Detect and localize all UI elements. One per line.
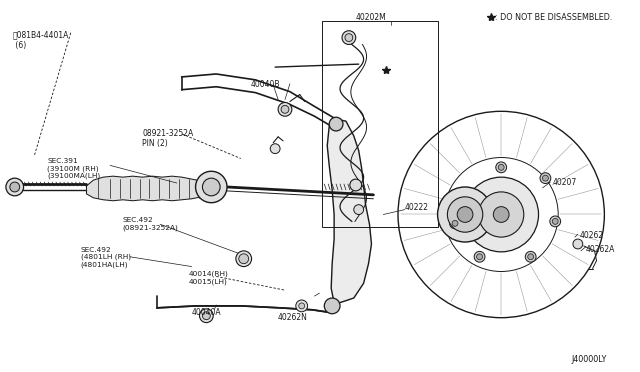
Circle shape (299, 303, 305, 309)
Text: SEC.492
(4801LH (RH)
(4801HA(LH): SEC.492 (4801LH (RH) (4801HA(LH) (81, 247, 131, 268)
Text: 40262: 40262 (580, 231, 604, 240)
Circle shape (452, 220, 458, 226)
Circle shape (550, 216, 561, 227)
Circle shape (496, 162, 507, 173)
Circle shape (281, 105, 289, 113)
Circle shape (447, 197, 483, 232)
Circle shape (464, 177, 538, 252)
Text: 40040B: 40040B (251, 80, 280, 89)
Circle shape (354, 205, 364, 215)
Circle shape (499, 164, 504, 170)
Circle shape (543, 175, 548, 181)
Text: Ⓑ081B4-4401A
 (6): Ⓑ081B4-4401A (6) (13, 31, 69, 50)
Circle shape (350, 179, 362, 191)
Circle shape (474, 251, 485, 262)
Circle shape (200, 309, 213, 323)
Circle shape (345, 34, 353, 42)
Text: 40207: 40207 (552, 178, 577, 187)
Text: 40262N: 40262N (278, 313, 308, 322)
Circle shape (202, 178, 220, 196)
Circle shape (493, 206, 509, 222)
Polygon shape (327, 119, 371, 303)
Polygon shape (86, 176, 211, 201)
Circle shape (270, 144, 280, 154)
Circle shape (6, 178, 24, 196)
Bar (323, 21, 438, 227)
Text: J40000LY: J40000LY (572, 355, 607, 364)
Circle shape (239, 254, 248, 264)
Circle shape (438, 187, 493, 242)
Circle shape (202, 312, 211, 320)
Circle shape (196, 171, 227, 203)
Circle shape (324, 298, 340, 314)
Circle shape (329, 117, 343, 131)
Text: 40222: 40222 (405, 203, 429, 212)
Circle shape (525, 251, 536, 262)
Circle shape (528, 254, 534, 260)
Text: : DO NOT BE DISASSEMBLED.: : DO NOT BE DISASSEMBLED. (495, 13, 612, 22)
Circle shape (477, 254, 483, 260)
Text: 40014(RH)
40015(LH): 40014(RH) 40015(LH) (189, 270, 228, 285)
Circle shape (342, 31, 356, 45)
Text: 08921-3252A
PIN (2): 08921-3252A PIN (2) (143, 129, 194, 148)
Text: SEC.391
(39100M (RH)
(39100MA(LH): SEC.391 (39100M (RH) (39100MA(LH) (47, 158, 100, 179)
Text: 40040A: 40040A (191, 308, 221, 317)
Text: 40262A: 40262A (586, 245, 615, 254)
Circle shape (10, 182, 20, 192)
Circle shape (479, 192, 524, 237)
Circle shape (573, 239, 583, 249)
Text: SEC.492
(08921-3252A): SEC.492 (08921-3252A) (123, 218, 179, 231)
Circle shape (457, 206, 473, 222)
Text: 40202M: 40202M (356, 13, 387, 22)
Circle shape (236, 251, 252, 267)
Circle shape (278, 102, 292, 116)
Circle shape (552, 218, 558, 224)
Circle shape (449, 218, 460, 229)
Circle shape (540, 173, 551, 183)
Circle shape (296, 300, 308, 312)
